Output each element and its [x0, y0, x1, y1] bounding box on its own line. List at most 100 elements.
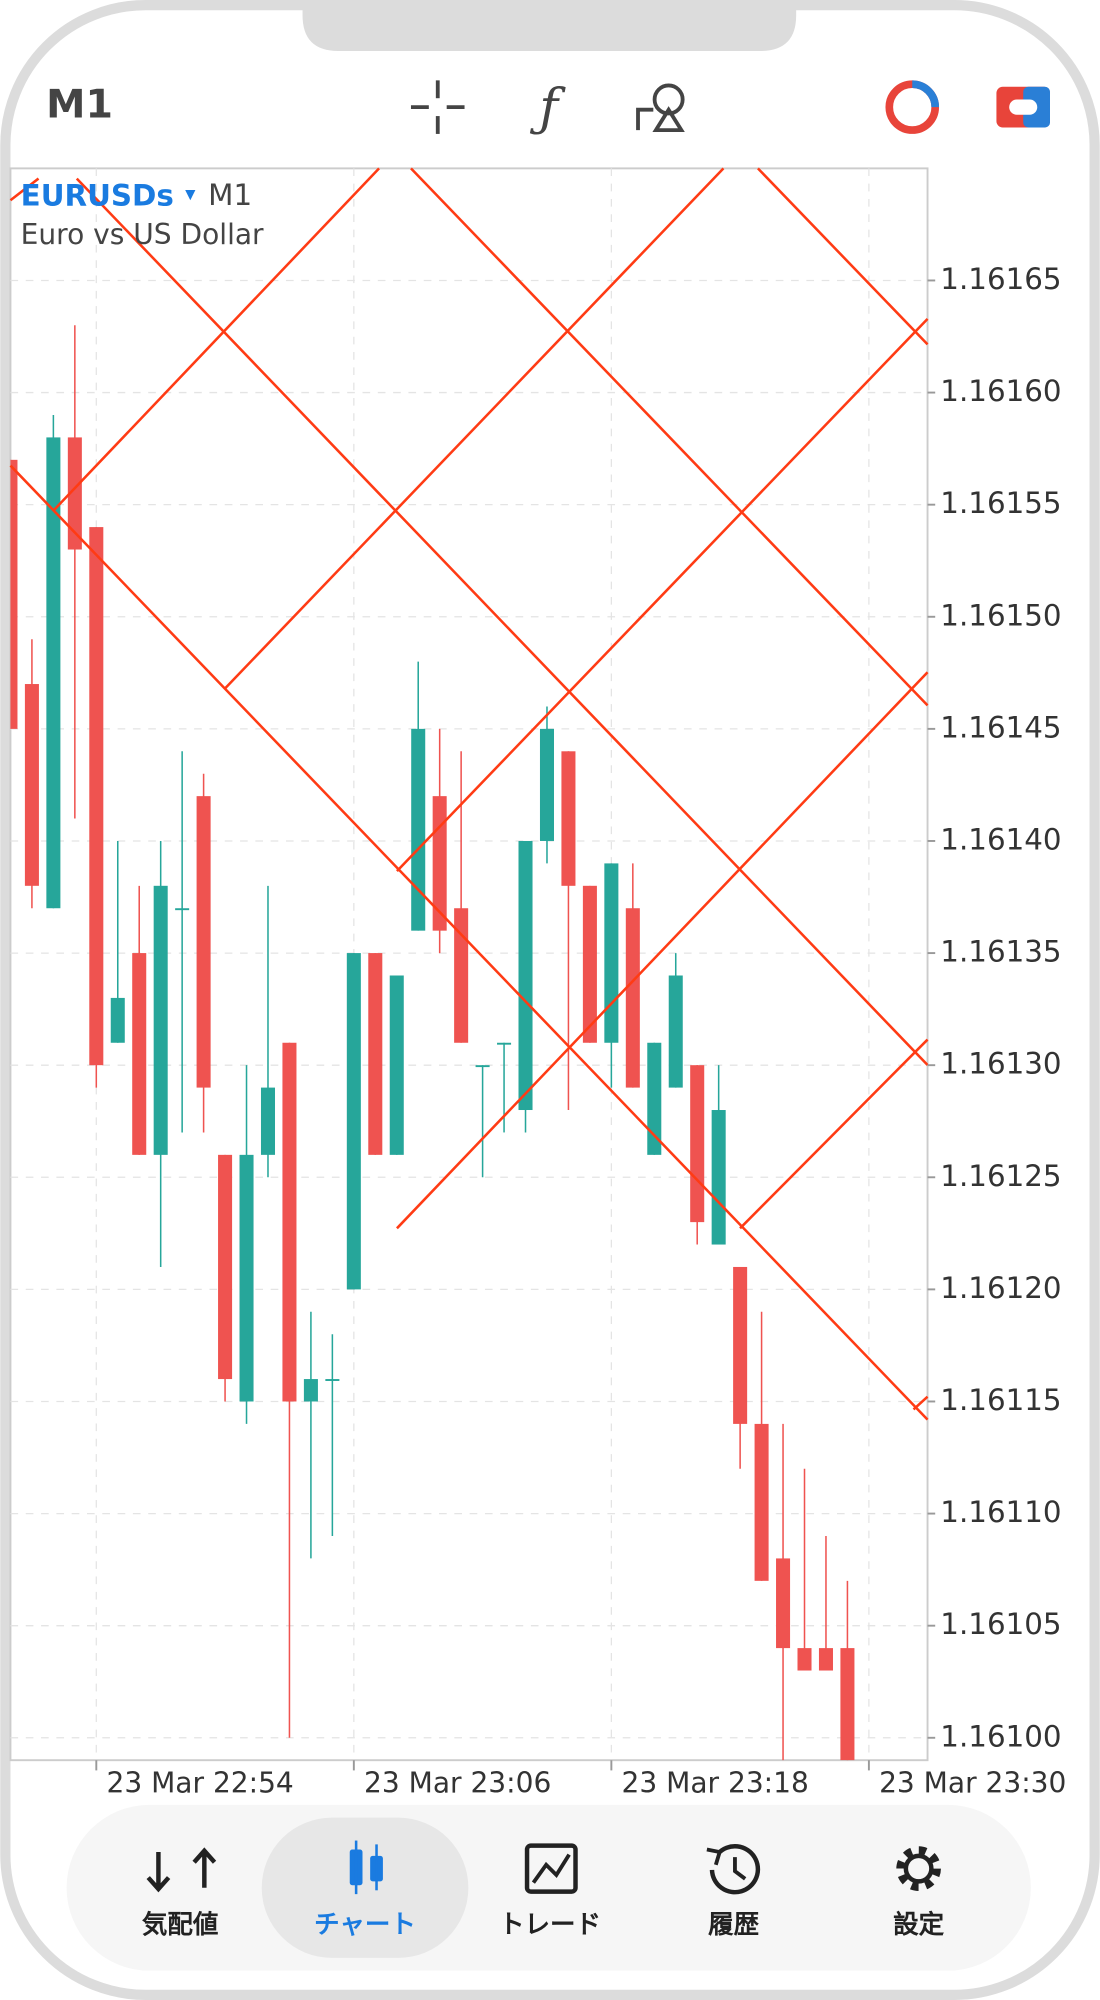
candle-body	[561, 751, 576, 886]
symbol-label: EURUSDs	[21, 178, 174, 212]
candle-body	[840, 1648, 855, 1761]
icon-part	[706, 1847, 723, 1866]
nav-item[interactable]: 履歴	[706, 1844, 761, 1940]
candle-body	[67, 437, 82, 550]
icon-part	[896, 1846, 941, 1891]
y-tick-label: 1.16150	[940, 598, 1061, 632]
axes: 1.16165 1.16160 1.16155 1.16150 1.16145 1.161…	[95, 262, 1066, 1799]
chart-timeframe: M1	[208, 178, 252, 212]
nav-label: 設定	[893, 1910, 945, 1940]
candle-body	[153, 885, 168, 1155]
candle-body	[110, 997, 125, 1043]
icon-part	[733, 1857, 747, 1881]
plot-area	[9, 167, 929, 1762]
y-tick-label: 1.16160	[940, 374, 1061, 408]
candle-body	[582, 885, 597, 1043]
nav-icon	[349, 1840, 383, 1895]
candle-body	[411, 728, 426, 931]
candle-body	[625, 908, 640, 1088]
x-tick-label: 23 Mar 22:54	[107, 1766, 294, 1799]
candle-body	[797, 1648, 812, 1671]
candle-body	[239, 1154, 254, 1402]
nav-icon	[896, 1846, 941, 1891]
crosshair-icon[interactable]	[410, 80, 465, 134]
y-tick-label: 1.16145	[940, 710, 1061, 744]
y-tick-label: 1.16105	[940, 1607, 1061, 1641]
nav-icon	[146, 1847, 217, 1893]
candle-body	[89, 527, 104, 1066]
y-tick-label: 1.16140	[940, 822, 1061, 856]
y-tick-label: 1.16110	[940, 1495, 1061, 1529]
candle-body	[604, 863, 619, 1043]
candle-body	[690, 1065, 705, 1223]
candle-body	[647, 1042, 662, 1155]
gann-grid	[9, 167, 929, 1421]
icon-part	[375, 1844, 378, 1891]
candle-body	[454, 908, 469, 1043]
trade-icon[interactable]	[996, 86, 1050, 128]
x-tick-label: 23 Mar 23:18	[622, 1766, 809, 1799]
nav-item[interactable]: 設定	[893, 1846, 945, 1940]
y-tick-label: 1.16155	[940, 486, 1061, 520]
symbol-description: Euro vs US Dollar	[21, 218, 264, 251]
nav-items: 気配値 チャート トレード 履歴 設定	[142, 1817, 945, 1958]
candle-body	[175, 908, 190, 911]
y-tick-label: 1.16165	[940, 262, 1061, 296]
candle-body	[711, 1110, 726, 1245]
candle-body	[497, 1042, 512, 1045]
nav-label: トレード	[499, 1910, 601, 1940]
candle-body	[776, 1558, 791, 1649]
candle-body	[818, 1648, 833, 1671]
y-tick-label: 1.16100	[940, 1719, 1061, 1753]
timeframe-button[interactable]: M1	[46, 82, 113, 128]
candle-body	[218, 1154, 233, 1380]
icon-part	[354, 1840, 358, 1895]
candle-body	[303, 1379, 318, 1402]
candle-body	[24, 684, 39, 886]
candle-body	[475, 1065, 490, 1068]
y-tick-label: 1.16125	[940, 1159, 1061, 1193]
candle-body	[733, 1266, 748, 1424]
nav-item[interactable]: チャート	[261, 1817, 469, 1958]
account-icon[interactable]	[885, 80, 940, 134]
bottom-nav	[66, 1804, 1031, 1971]
nav-icon	[524, 1843, 578, 1894]
candle-body	[282, 1042, 297, 1402]
candle-body	[196, 796, 211, 1088]
icon-part	[349, 1840, 383, 1895]
y-tick-label: 1.16135	[940, 935, 1061, 969]
nav-label: 気配値	[142, 1910, 219, 1940]
y-tick-label: 1.16115	[940, 1383, 1061, 1417]
candle-body	[368, 953, 383, 1155]
nav-item[interactable]: 気配値	[142, 1847, 219, 1940]
notch	[302, 0, 797, 52]
icon-part	[146, 1847, 217, 1893]
candles	[10, 325, 855, 1761]
candle-body	[389, 975, 404, 1155]
x-tick-label: 23 Mar 23:30	[879, 1766, 1066, 1799]
icon-part	[709, 1844, 761, 1895]
icon-part	[524, 1843, 578, 1894]
candle-body	[754, 1423, 769, 1581]
x-tick-label: 23 Mar 23:06	[364, 1766, 551, 1799]
candle-body	[260, 1087, 276, 1155]
candle-body	[10, 459, 18, 729]
y-tick-label: 1.16120	[940, 1271, 1061, 1305]
nav-item[interactable]: トレード	[499, 1843, 601, 1940]
icon-part	[903, 1853, 934, 1884]
nav-active-pill	[261, 1817, 469, 1958]
nav-label: 履歴	[708, 1910, 760, 1940]
symbol-dropdown-icon[interactable]	[185, 190, 196, 201]
candle-body	[132, 953, 147, 1155]
symbol[interactable]: EURUSDs	[21, 178, 174, 212]
candle-body	[518, 840, 533, 1111]
candle-body	[539, 728, 554, 841]
nav-label: チャート	[314, 1910, 416, 1940]
candle-body	[668, 975, 683, 1088]
candle-body	[346, 953, 361, 1290]
candle-body	[46, 437, 61, 909]
objects-icon[interactable]	[636, 83, 685, 133]
icon-part	[531, 1853, 571, 1884]
